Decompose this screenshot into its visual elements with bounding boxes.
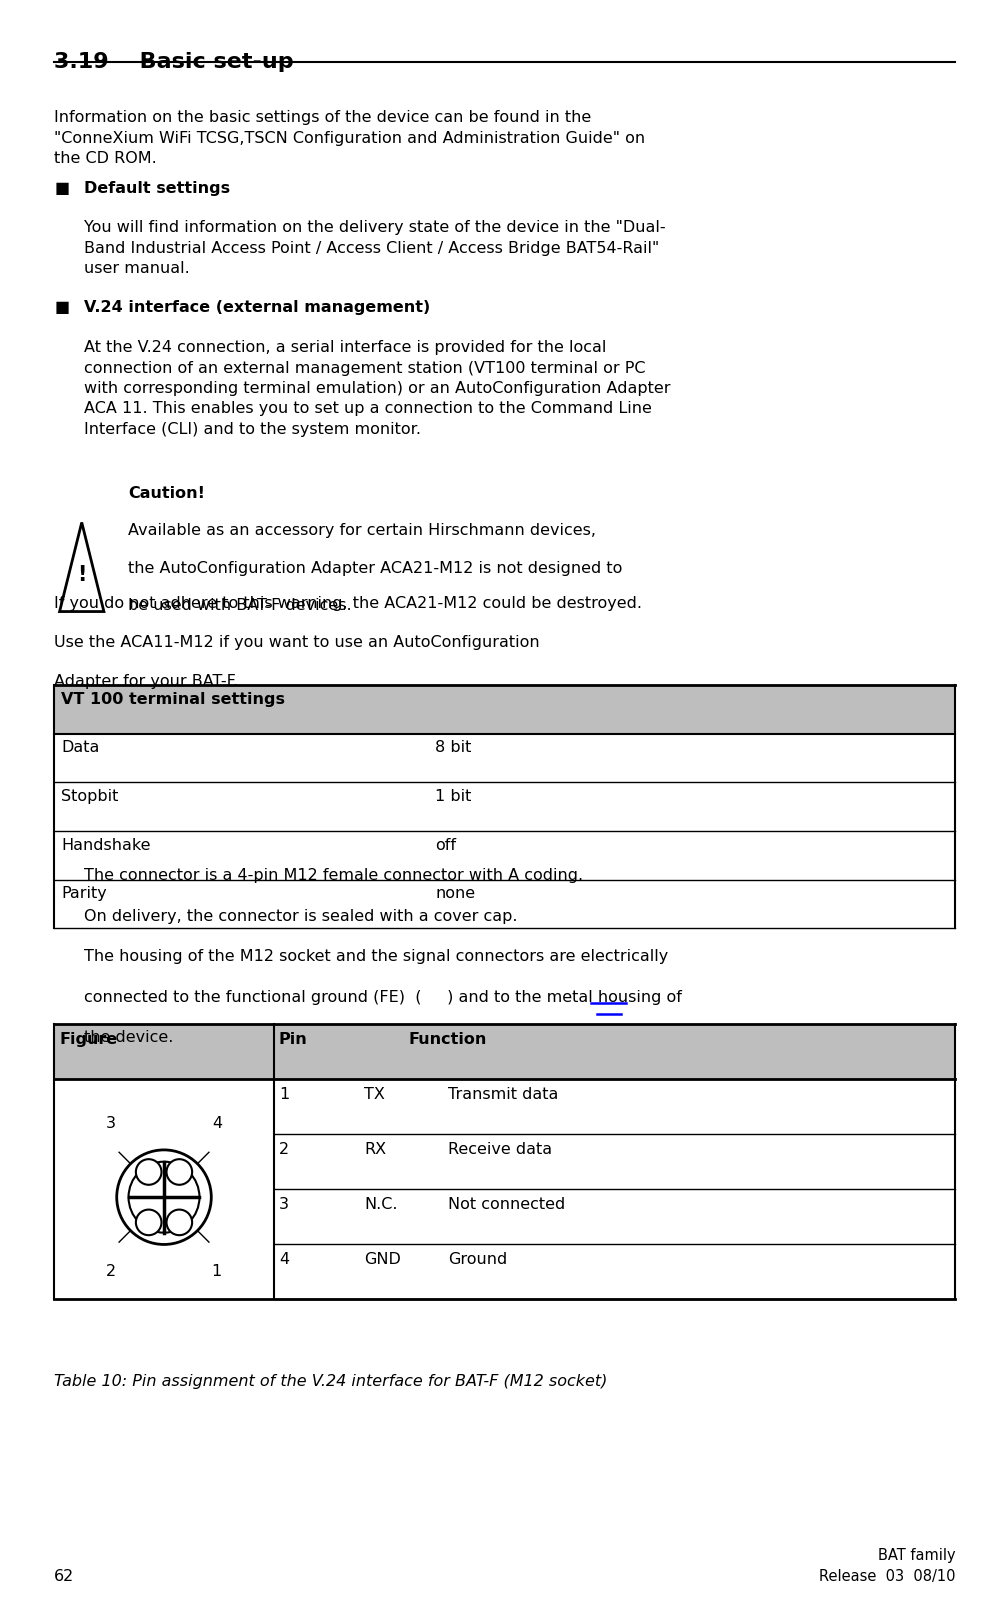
Text: TX: TX <box>364 1087 385 1102</box>
Text: 4: 4 <box>212 1116 222 1131</box>
Text: 8 bit: 8 bit <box>435 740 472 755</box>
Text: On delivery, the connector is sealed with a cover cap.: On delivery, the connector is sealed wit… <box>84 909 517 923</box>
Ellipse shape <box>166 1210 192 1234</box>
Text: the AutoConfiguration Adapter ACA21-M12 is not designed to: the AutoConfiguration Adapter ACA21-M12 … <box>128 561 623 575</box>
Text: VT 100 terminal settings: VT 100 terminal settings <box>61 692 285 706</box>
Text: Caution!: Caution! <box>128 486 205 501</box>
Text: The housing of the M12 socket and the signal connectors are electrically: The housing of the M12 socket and the si… <box>84 949 668 964</box>
Text: 1 bit: 1 bit <box>435 789 472 804</box>
Text: Use the ACA11-M12 if you want to use an AutoConfiguration: Use the ACA11-M12 if you want to use an … <box>54 635 540 650</box>
Text: 3.19    Basic set-up: 3.19 Basic set-up <box>54 52 294 71</box>
Text: 3: 3 <box>279 1197 289 1212</box>
Text: Stopbit: Stopbit <box>61 789 118 804</box>
Text: BAT family: BAT family <box>878 1549 955 1563</box>
Text: Transmit data: Transmit data <box>448 1087 558 1102</box>
Text: 1: 1 <box>279 1087 289 1102</box>
Text: Ground: Ground <box>448 1252 507 1267</box>
Text: connected to the functional ground (FE)  (     ) and to the metal housing of: connected to the functional ground (FE) … <box>84 990 682 1004</box>
Text: V.24 interface (external management): V.24 interface (external management) <box>84 300 430 314</box>
Text: the device.: the device. <box>84 1030 173 1045</box>
Ellipse shape <box>166 1160 192 1184</box>
Text: ■: ■ <box>54 300 69 314</box>
Text: N.C.: N.C. <box>364 1197 398 1212</box>
Ellipse shape <box>116 1150 211 1244</box>
Ellipse shape <box>136 1160 162 1184</box>
Text: At the V.24 connection, a serial interface is provided for the local
connection : At the V.24 connection, a serial interfa… <box>84 340 670 437</box>
Text: GND: GND <box>364 1252 401 1267</box>
Text: Adapter for your BAT-F.: Adapter for your BAT-F. <box>54 674 238 688</box>
Text: !: ! <box>77 565 87 585</box>
Text: 1: 1 <box>212 1264 222 1278</box>
Text: RX: RX <box>364 1142 386 1157</box>
Text: If you do not adhere to this warning, the ACA21-M12 could be destroyed.: If you do not adhere to this warning, th… <box>54 596 642 611</box>
FancyBboxPatch shape <box>54 1024 955 1079</box>
Text: ■: ■ <box>54 181 69 196</box>
Text: Figure: Figure <box>59 1032 117 1047</box>
Text: off: off <box>435 838 456 852</box>
Text: Release  03  08/10: Release 03 08/10 <box>819 1570 955 1584</box>
Text: Table 10: Pin assignment of the V.24 interface for BAT-F (M12 socket): Table 10: Pin assignment of the V.24 int… <box>54 1374 608 1388</box>
Text: 4: 4 <box>279 1252 289 1267</box>
Text: Pin: Pin <box>279 1032 307 1047</box>
Text: Not connected: Not connected <box>448 1197 565 1212</box>
Text: The connector is a 4-pin M12 female connector with A coding.: The connector is a 4-pin M12 female conn… <box>84 868 583 883</box>
Ellipse shape <box>136 1210 162 1234</box>
Text: 2: 2 <box>106 1264 116 1278</box>
Text: Default settings: Default settings <box>84 181 230 196</box>
Text: 62: 62 <box>54 1570 75 1584</box>
Text: none: none <box>435 886 476 901</box>
Text: 3: 3 <box>106 1116 116 1131</box>
Text: Information on the basic settings of the device can be found in the
"ConneXium W: Information on the basic settings of the… <box>54 110 645 165</box>
Text: Data: Data <box>61 740 99 755</box>
Text: Receive data: Receive data <box>448 1142 553 1157</box>
Text: You will find information on the delivery state of the device in the "Dual-
Band: You will find information on the deliver… <box>84 220 665 275</box>
Text: Handshake: Handshake <box>61 838 151 852</box>
Text: be used with BAT-F devices.: be used with BAT-F devices. <box>128 598 352 612</box>
Text: Function: Function <box>409 1032 488 1047</box>
Text: Parity: Parity <box>61 886 106 901</box>
Text: Available as an accessory for certain Hirschmann devices,: Available as an accessory for certain Hi… <box>128 523 596 538</box>
FancyBboxPatch shape <box>54 685 955 734</box>
Text: 2: 2 <box>279 1142 289 1157</box>
